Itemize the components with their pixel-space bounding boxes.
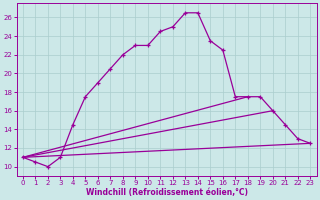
X-axis label: Windchill (Refroidissement éolien,°C): Windchill (Refroidissement éolien,°C) <box>85 188 248 197</box>
